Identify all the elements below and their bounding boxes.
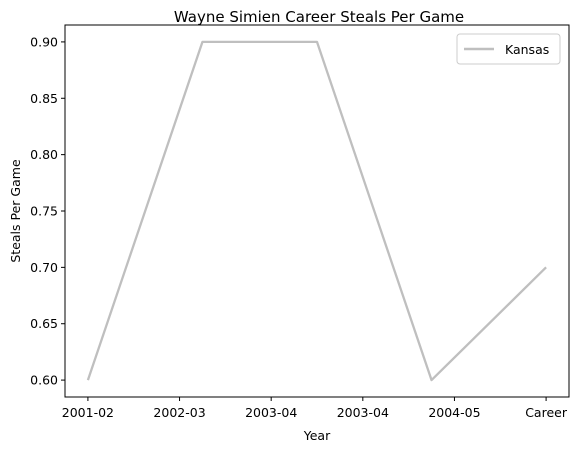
x-tick-label: 2003-04 bbox=[245, 405, 297, 420]
legend: Kansas bbox=[456, 33, 561, 65]
plot-area bbox=[65, 25, 569, 397]
y-tick-label: 0.70 bbox=[30, 260, 58, 275]
x-tick-label: 2003-04 bbox=[337, 405, 389, 420]
y-tick-label: 0.85 bbox=[30, 91, 58, 106]
x-tick-label: Career bbox=[525, 405, 568, 420]
x-axis-title: Year bbox=[303, 428, 331, 443]
y-tick-label: 0.80 bbox=[30, 147, 58, 162]
x-tick-label: 2004-05 bbox=[428, 405, 480, 420]
y-tick-label: 0.60 bbox=[30, 373, 58, 388]
y-tick-label: 0.65 bbox=[30, 316, 58, 331]
x-tick-label: 2002-03 bbox=[153, 405, 205, 420]
legend-label-kansas: Kansas bbox=[505, 42, 549, 57]
chart-title: Wayne Simien Career Steals Per Game bbox=[174, 8, 464, 26]
y-tick-label: 0.75 bbox=[30, 204, 58, 219]
x-tick-label: 2001-02 bbox=[62, 405, 114, 420]
y-tick-label: 0.90 bbox=[30, 34, 58, 49]
series-layer bbox=[86, 40, 547, 382]
y-axis-title: Steals Per Game bbox=[8, 159, 23, 263]
y-axis-ticks: 0.60 0.65 0.70 0.75 0.80 0.85 0.90 bbox=[30, 34, 65, 388]
x-axis-ticks: 2001-02 2002-03 2003-04 2003-04 2004-05 Caree… bbox=[62, 397, 568, 420]
legend-box bbox=[456, 33, 561, 65]
plot-frame bbox=[64, 24, 570, 398]
